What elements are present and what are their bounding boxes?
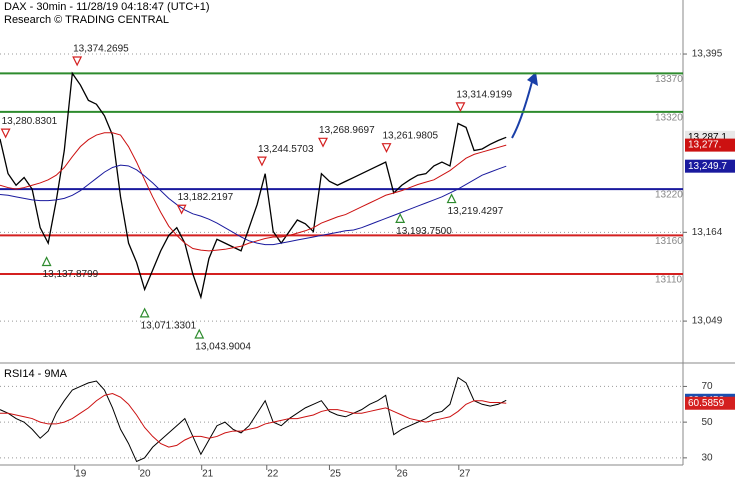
y-tick-label: 30	[701, 452, 713, 463]
series-line	[0, 393, 507, 448]
extreme-label: 13,193.7500	[396, 226, 452, 237]
level-label: 13160	[655, 236, 683, 247]
extreme-label: 13,244.5703	[258, 144, 314, 155]
extreme-marker	[446, 193, 457, 204]
last-value-label: 60.5859	[688, 398, 725, 409]
extreme-marker	[455, 102, 466, 113]
last-value-box	[685, 396, 735, 410]
series-line	[0, 71, 507, 300]
y-tick-label: 50	[701, 417, 713, 428]
extreme-marker	[318, 137, 328, 148]
chart-title: DAX - 30min - 11/28/19 04:18:47 (UTC+1)	[4, 1, 210, 13]
extreme-label: 13,071.3301	[141, 320, 197, 331]
series-line	[0, 376, 507, 463]
x-tick-label: 27	[459, 469, 471, 480]
extreme-label: 13,268.9697	[319, 125, 375, 136]
last-value-label: 13,249.7	[688, 161, 727, 172]
x-tick-label: 25	[330, 469, 342, 480]
extreme-marker	[395, 213, 406, 223]
level-label: 13320	[655, 113, 683, 124]
extreme-marker	[176, 204, 187, 215]
last-value-label: 13,287.1	[688, 132, 727, 143]
extreme-label: 13,219.4297	[448, 206, 504, 217]
x-tick-label: 26	[397, 469, 409, 480]
y-tick-label: 70	[701, 381, 713, 392]
series-line	[0, 164, 507, 246]
extreme-marker	[256, 156, 267, 167]
extreme-marker	[41, 256, 52, 267]
y-tick-label: 13,164	[692, 227, 723, 238]
extreme-label: 13,261.9805	[382, 130, 438, 141]
chart-subtitle: Research © TRADING CENTRAL	[4, 14, 169, 26]
last-value-box	[685, 138, 735, 152]
y-tick-label: 13,049	[692, 316, 723, 327]
level-label: 13370	[655, 74, 683, 85]
extreme-marker	[72, 56, 83, 67]
extreme-label: 13,374.2695	[73, 44, 129, 55]
x-tick-label: 21	[202, 469, 214, 480]
extreme-marker	[0, 128, 11, 139]
rsi-title: RSI14 - 9MA	[4, 368, 68, 380]
y-tick-label: 13,395	[692, 49, 723, 60]
x-tick-label: 20	[139, 469, 151, 480]
last-value-box	[685, 159, 735, 173]
last-value-label: 13,277.	[688, 140, 721, 151]
level-label: 13110	[655, 275, 683, 286]
extreme-label: 13,043.9004	[195, 342, 251, 353]
extreme-label: 13,314.9199	[456, 89, 512, 100]
extreme-label: 13,182.2197	[178, 192, 234, 203]
extreme-label: 13,137.8799	[43, 269, 99, 280]
extreme-marker	[139, 307, 150, 318]
forecast-arrow	[511, 77, 534, 139]
x-tick-label: 19	[75, 469, 87, 480]
level-label: 13220	[655, 190, 683, 201]
extreme-marker	[381, 143, 392, 154]
x-tick-label: 22	[267, 469, 279, 480]
extreme-label: 13,280.8301	[2, 116, 58, 127]
forecast-arrowhead	[527, 72, 538, 86]
extreme-marker	[194, 328, 205, 339]
